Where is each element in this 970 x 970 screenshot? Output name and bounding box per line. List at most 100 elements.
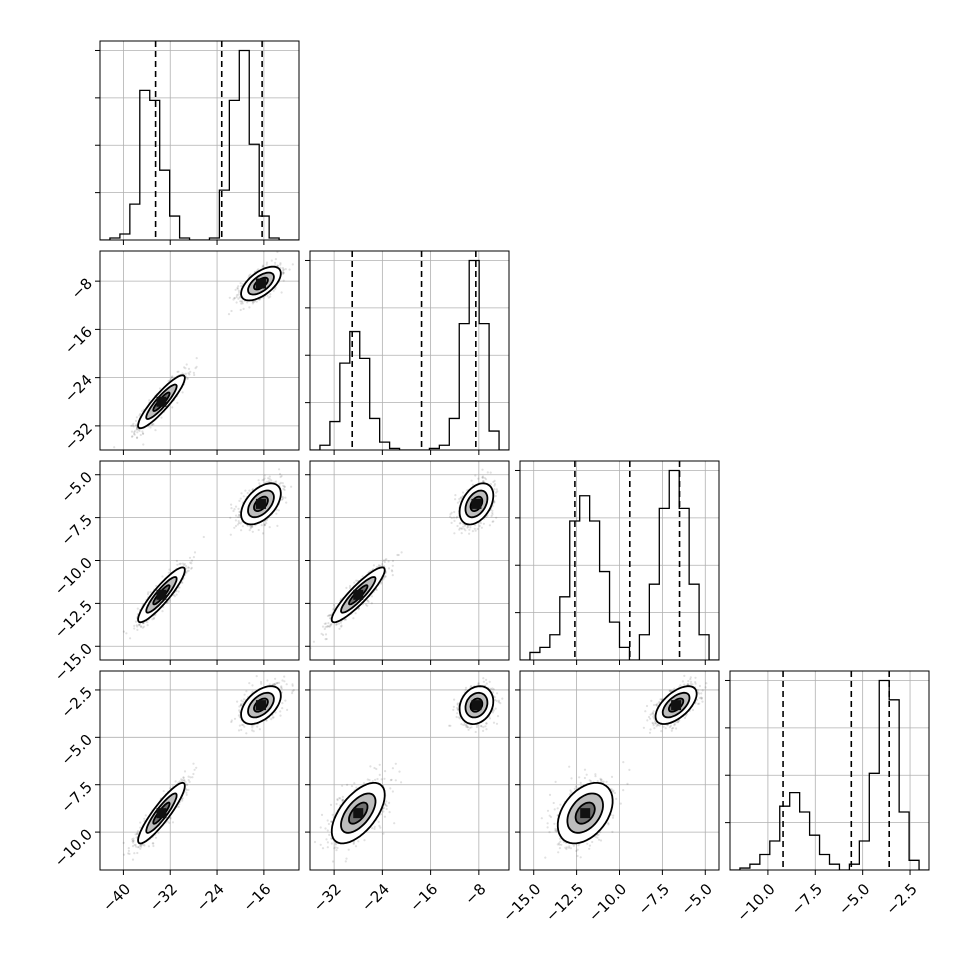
scatter-panel-2-0: [95, 460, 300, 665]
sample-point: [149, 426, 152, 429]
sample-point: [246, 524, 249, 527]
sample-point: [134, 419, 138, 422]
sample-point: [155, 584, 158, 588]
sample-point: [324, 626, 327, 629]
sample-point: [327, 622, 330, 625]
sample-point: [237, 293, 240, 296]
sample-point: [261, 264, 264, 267]
sample-point: [232, 298, 235, 301]
sample-point: [468, 532, 471, 535]
histogram-2: [520, 469, 719, 660]
sample-point: [275, 480, 278, 483]
sample-point: [458, 500, 461, 503]
sample-point: [168, 599, 171, 602]
sample-point: [281, 497, 284, 500]
sample-point: [249, 527, 252, 530]
sample-point: [190, 559, 194, 562]
sample-point: [276, 264, 279, 267]
sample-point: [135, 424, 138, 427]
sample-point: [264, 520, 267, 523]
sample-point: [234, 288, 237, 291]
sample-point: [131, 424, 134, 427]
sample-point: [238, 513, 241, 517]
sample-point: [361, 575, 364, 578]
sample-point: [328, 614, 331, 617]
sample-point: [130, 424, 133, 427]
sample-point: [276, 524, 279, 528]
sample-point: [130, 435, 134, 438]
sample-point: [385, 558, 388, 561]
density-peak: [156, 396, 167, 407]
sample-point: [283, 488, 286, 492]
sample-point: [391, 559, 395, 563]
sample-point: [176, 401, 179, 404]
sample-point: [184, 372, 187, 375]
sample-point: [329, 617, 332, 620]
sample-point: [492, 480, 495, 484]
sample-point: [113, 446, 116, 449]
density-contour: [330, 566, 386, 624]
sample-point: [458, 497, 461, 501]
sample-point: [139, 412, 142, 416]
sample-point: [282, 484, 285, 487]
sample-point: [387, 560, 390, 563]
sample-point: [136, 607, 139, 610]
sample-point: [240, 285, 243, 288]
sample-point: [146, 593, 150, 596]
sample-point: [244, 489, 247, 492]
sample-point: [456, 524, 459, 528]
hist-frame-3: [729, 670, 930, 871]
sample-point: [458, 527, 461, 530]
sample-point: [267, 296, 270, 299]
sample-point: [258, 298, 261, 301]
sample-point: [251, 488, 255, 491]
sample-point: [282, 487, 285, 490]
sample-point: [249, 273, 252, 276]
sample-point: [235, 301, 238, 304]
sample-point: [252, 301, 255, 304]
sample-point: [281, 272, 285, 275]
sample-point: [248, 489, 251, 492]
sample-point: [138, 414, 141, 417]
sample-point: [348, 584, 352, 588]
sample-point: [181, 391, 184, 394]
sample-point: [178, 562, 181, 566]
sample-point: [324, 638, 327, 641]
sample-point: [190, 567, 193, 570]
density-contour: [145, 576, 178, 614]
hist-frame-0: [99, 40, 300, 241]
sample-point: [326, 614, 329, 618]
sample-point: [495, 488, 498, 491]
sample-point: [154, 614, 157, 617]
sample-point: [280, 474, 283, 478]
sample-point: [323, 627, 326, 631]
sample-point: [147, 591, 150, 594]
sample-point: [175, 559, 178, 563]
sample-point: [263, 477, 266, 480]
sample-point: [481, 475, 485, 478]
sample-point: [265, 519, 268, 522]
density-peak: [255, 278, 266, 289]
sample-point: [251, 302, 254, 305]
sample-point: [278, 482, 281, 486]
sample-point: [396, 553, 399, 557]
sample-point: [463, 524, 467, 527]
sample-point: [384, 575, 387, 578]
sample-point: [377, 564, 381, 567]
sample-point: [238, 514, 241, 517]
density-contour: [240, 482, 282, 526]
sample-point: [249, 525, 252, 528]
sample-point: [135, 436, 139, 439]
sample-point: [153, 616, 156, 619]
sample-point: [274, 258, 277, 261]
sample-point: [132, 425, 135, 428]
sample-point: [140, 625, 143, 628]
sample-point: [332, 608, 335, 611]
sample-point: [192, 556, 195, 559]
sample-point: [468, 528, 471, 531]
sample-point: [137, 623, 141, 626]
density-contour: [247, 271, 275, 296]
density-contour: [152, 391, 171, 412]
sample-point: [480, 526, 483, 529]
sample-point: [263, 474, 266, 477]
